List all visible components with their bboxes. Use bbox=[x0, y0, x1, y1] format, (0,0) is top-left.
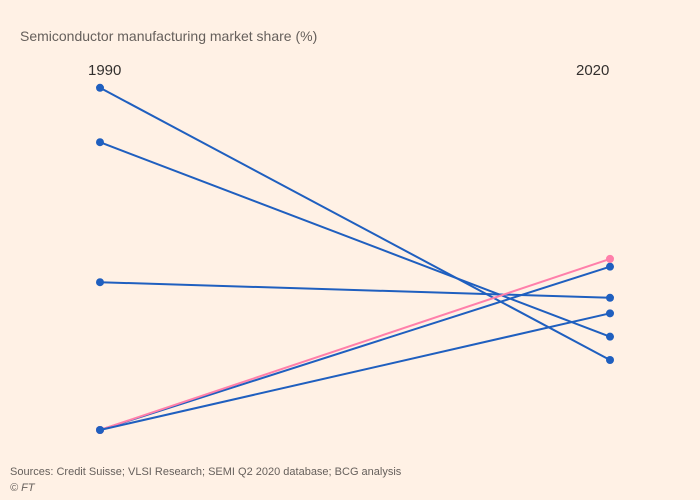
chart-container: Semiconductor manufacturing market share… bbox=[0, 0, 700, 500]
series-line bbox=[100, 142, 610, 336]
series-marker bbox=[606, 356, 614, 364]
slope-chart bbox=[0, 0, 700, 500]
series-marker bbox=[96, 278, 104, 286]
series-marker bbox=[606, 263, 614, 271]
series-line bbox=[100, 267, 610, 430]
series-line bbox=[100, 88, 610, 360]
series-marker bbox=[96, 138, 104, 146]
series-marker bbox=[606, 333, 614, 341]
copyright-label: © FT bbox=[10, 482, 35, 494]
series-line bbox=[100, 313, 610, 430]
series-marker bbox=[606, 255, 614, 263]
series-marker bbox=[606, 294, 614, 302]
series-marker bbox=[606, 309, 614, 317]
series-marker bbox=[96, 84, 104, 92]
series-marker bbox=[96, 426, 104, 434]
source-footer: Sources: Credit Suisse; VLSI Research; S… bbox=[10, 466, 401, 478]
